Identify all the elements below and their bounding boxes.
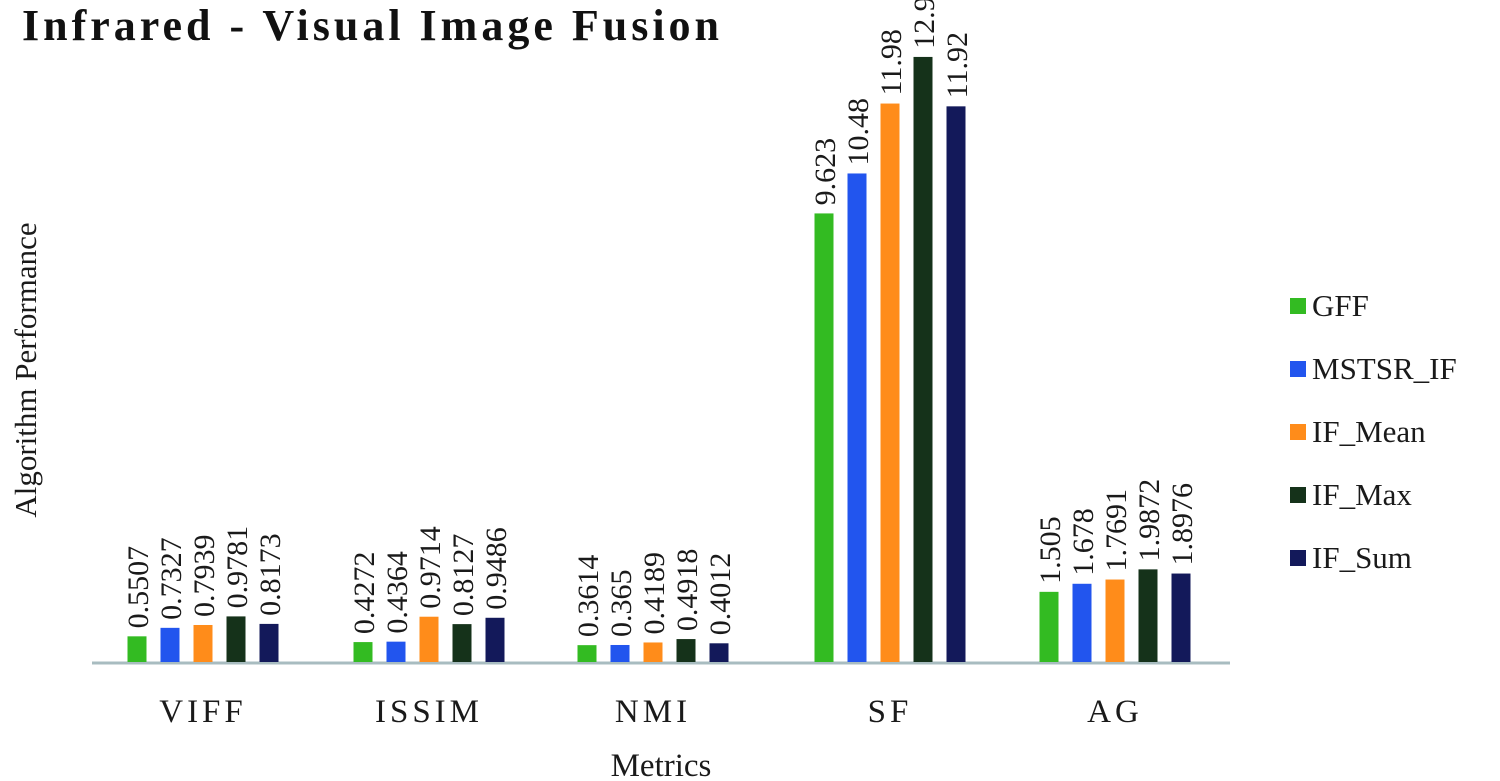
bar-issim-if-sum [485,617,505,662]
x-tick-label: AG [1087,694,1143,730]
data-label: 0.4189 [638,552,671,635]
bar-viff-mstsr-if [160,627,180,662]
data-label: 0.5507 [122,546,155,629]
bar-issim-mstsr-if [386,641,406,662]
data-label: 0.8127 [447,534,480,617]
bar-ag-mstsr-if [1072,583,1092,662]
data-label: 0.3614 [572,555,605,638]
bar-sf-mstsr-if [847,173,867,662]
legend-label: IF_Sum [1312,540,1412,575]
data-label: 0.9781 [221,526,254,609]
data-label: 9.623 [809,138,842,206]
bar-nmi-gff [577,645,597,662]
bar-nmi-if-max [676,639,696,662]
y-axis-title: Algorithm Performance [8,222,43,517]
data-label: 0.8173 [254,533,287,616]
data-label: 0.7327 [155,537,188,620]
data-label: 1.8976 [1166,483,1199,566]
data-label: 1.505 [1034,516,1067,584]
bar-sf-if-max [913,56,933,662]
bar-ag-if-max [1138,569,1158,662]
legend-label: IF_Mean [1312,414,1426,449]
legend-swatch [1290,487,1306,503]
bar-sf-if-sum [946,106,966,663]
bar-ag-if-mean [1105,579,1125,662]
legend-label: GFF [1312,288,1369,323]
data-label: 11.92 [941,32,974,98]
x-tick-label: VIFF [159,694,247,730]
bar-viff-if-sum [259,623,279,662]
legend-swatch [1290,361,1306,377]
data-label: 0.4918 [671,549,704,632]
data-label: 12.98 [908,0,941,49]
data-label: 11.98 [875,29,908,95]
data-label: 0.4012 [704,553,737,636]
bar-sf-if-mean [880,103,900,663]
data-label: 0.4364 [381,551,414,634]
legend-swatch [1290,298,1306,314]
x-tick-label: ISSIM [375,694,483,730]
data-label: 0.365 [605,569,638,637]
x-tick-label: NMI [615,694,691,730]
data-label: 0.9486 [480,527,513,610]
bar-issim-gff [353,642,373,662]
legend-label: IF_Max [1312,477,1412,512]
bar-nmi-if-mean [643,642,663,662]
data-label: 1.9872 [1133,479,1166,562]
bar-viff-if-max [226,616,246,662]
bar-ag-gff [1039,591,1059,662]
legend-label: MSTSR_IF [1312,351,1457,386]
data-label: 0.7939 [188,534,221,617]
bar-ag-if-sum [1171,573,1191,662]
bar-nmi-mstsr-if [610,644,630,662]
data-label: 1.7691 [1100,489,1133,572]
legend-swatch [1290,424,1306,440]
bar-sf-gff [814,213,834,662]
data-label: 0.9714 [414,526,447,609]
chart-title: Infrared - Visual Image Fusion [22,1,724,50]
bar-issim-if-mean [419,616,439,662]
x-tick-label: SF [868,694,913,730]
data-label: 0.4272 [348,552,381,635]
data-label: 1.678 [1067,508,1100,576]
bar-nmi-if-sum [709,643,729,662]
bar-issim-if-max [452,624,472,662]
data-label: 10.48 [842,98,875,166]
x-axis-title: Metrics [611,748,712,781]
bar-viff-if-mean [193,624,213,662]
bar-viff-gff [127,636,147,662]
legend-swatch [1290,550,1306,566]
